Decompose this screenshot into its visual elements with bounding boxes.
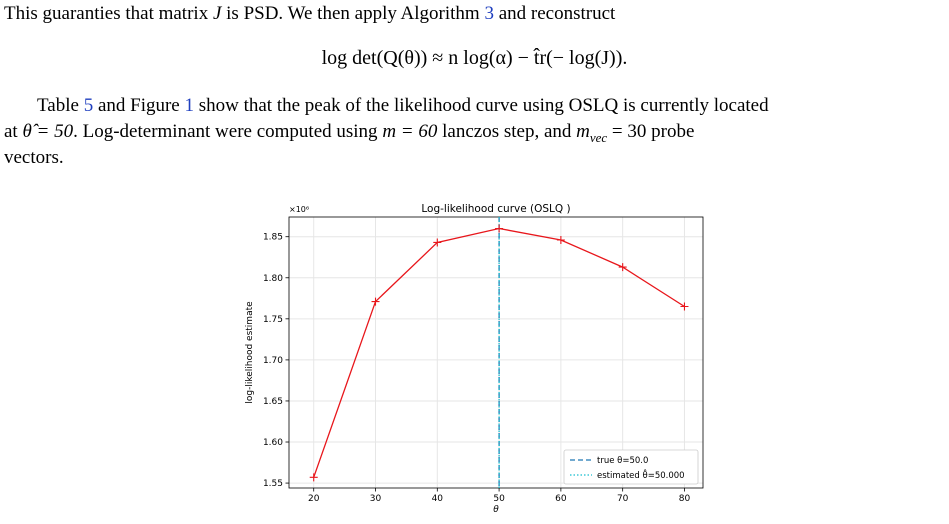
legend-label: true θ=50.0 bbox=[597, 456, 648, 466]
data-point-marker bbox=[433, 238, 442, 247]
x-tick-label: 80 bbox=[679, 494, 691, 504]
table-ref-link[interactable]: 5 bbox=[83, 95, 94, 116]
y-tick-label: 1.55 bbox=[263, 479, 283, 489]
x-tick-label: 20 bbox=[308, 494, 320, 504]
x-tick-label: 50 bbox=[493, 494, 505, 504]
paragraph-line-3: Table 5 and Figure 1 show that the peak … bbox=[37, 95, 769, 116]
data-point-marker bbox=[309, 473, 318, 482]
legend-label: estimated θ̂=50.000 bbox=[597, 468, 685, 481]
paragraph-line-5: vectors. bbox=[4, 147, 64, 168]
y-tick-label: 1.85 bbox=[263, 233, 283, 243]
data-point-marker bbox=[371, 297, 380, 306]
x-tick-label: 70 bbox=[617, 494, 629, 504]
y-tick-label: 1.80 bbox=[263, 274, 283, 284]
data-point-marker bbox=[556, 235, 565, 244]
x-tick-label: 30 bbox=[370, 494, 382, 504]
y-axis-label: log-likelihood estimate bbox=[245, 301, 255, 404]
figure-ref-link[interactable]: 1 bbox=[184, 95, 194, 116]
chart-title: Log-likelihood curve (OSLQ ) bbox=[421, 203, 570, 215]
y-tick-label: 1.75 bbox=[263, 315, 283, 325]
y-tick-label: 1.65 bbox=[263, 397, 283, 407]
y-tick-label: 1.70 bbox=[263, 356, 283, 366]
x-tick-label: 60 bbox=[555, 494, 567, 504]
paragraph-line-4: at θ̂ = 50. Log-determinant were compute… bbox=[4, 121, 695, 145]
paragraph-line-1: This guaranties that matrix J is PSD. We… bbox=[4, 3, 616, 24]
data-point-marker bbox=[495, 224, 504, 233]
data-point-marker bbox=[618, 263, 627, 272]
x-axis-label: θ bbox=[493, 505, 499, 515]
algorithm-ref-link[interactable]: 3 bbox=[484, 3, 494, 24]
data-point-marker bbox=[680, 302, 689, 311]
legend-box bbox=[563, 449, 699, 485]
equation: log det(Q(θ)) ≈ n log(α) − t̂r(− log(J))… bbox=[321, 47, 628, 69]
x-tick-label: 40 bbox=[432, 494, 444, 504]
y-multiplier: ×10⁶ bbox=[289, 205, 309, 214]
plot-frame bbox=[288, 216, 704, 489]
y-tick-label: 1.60 bbox=[263, 438, 283, 448]
